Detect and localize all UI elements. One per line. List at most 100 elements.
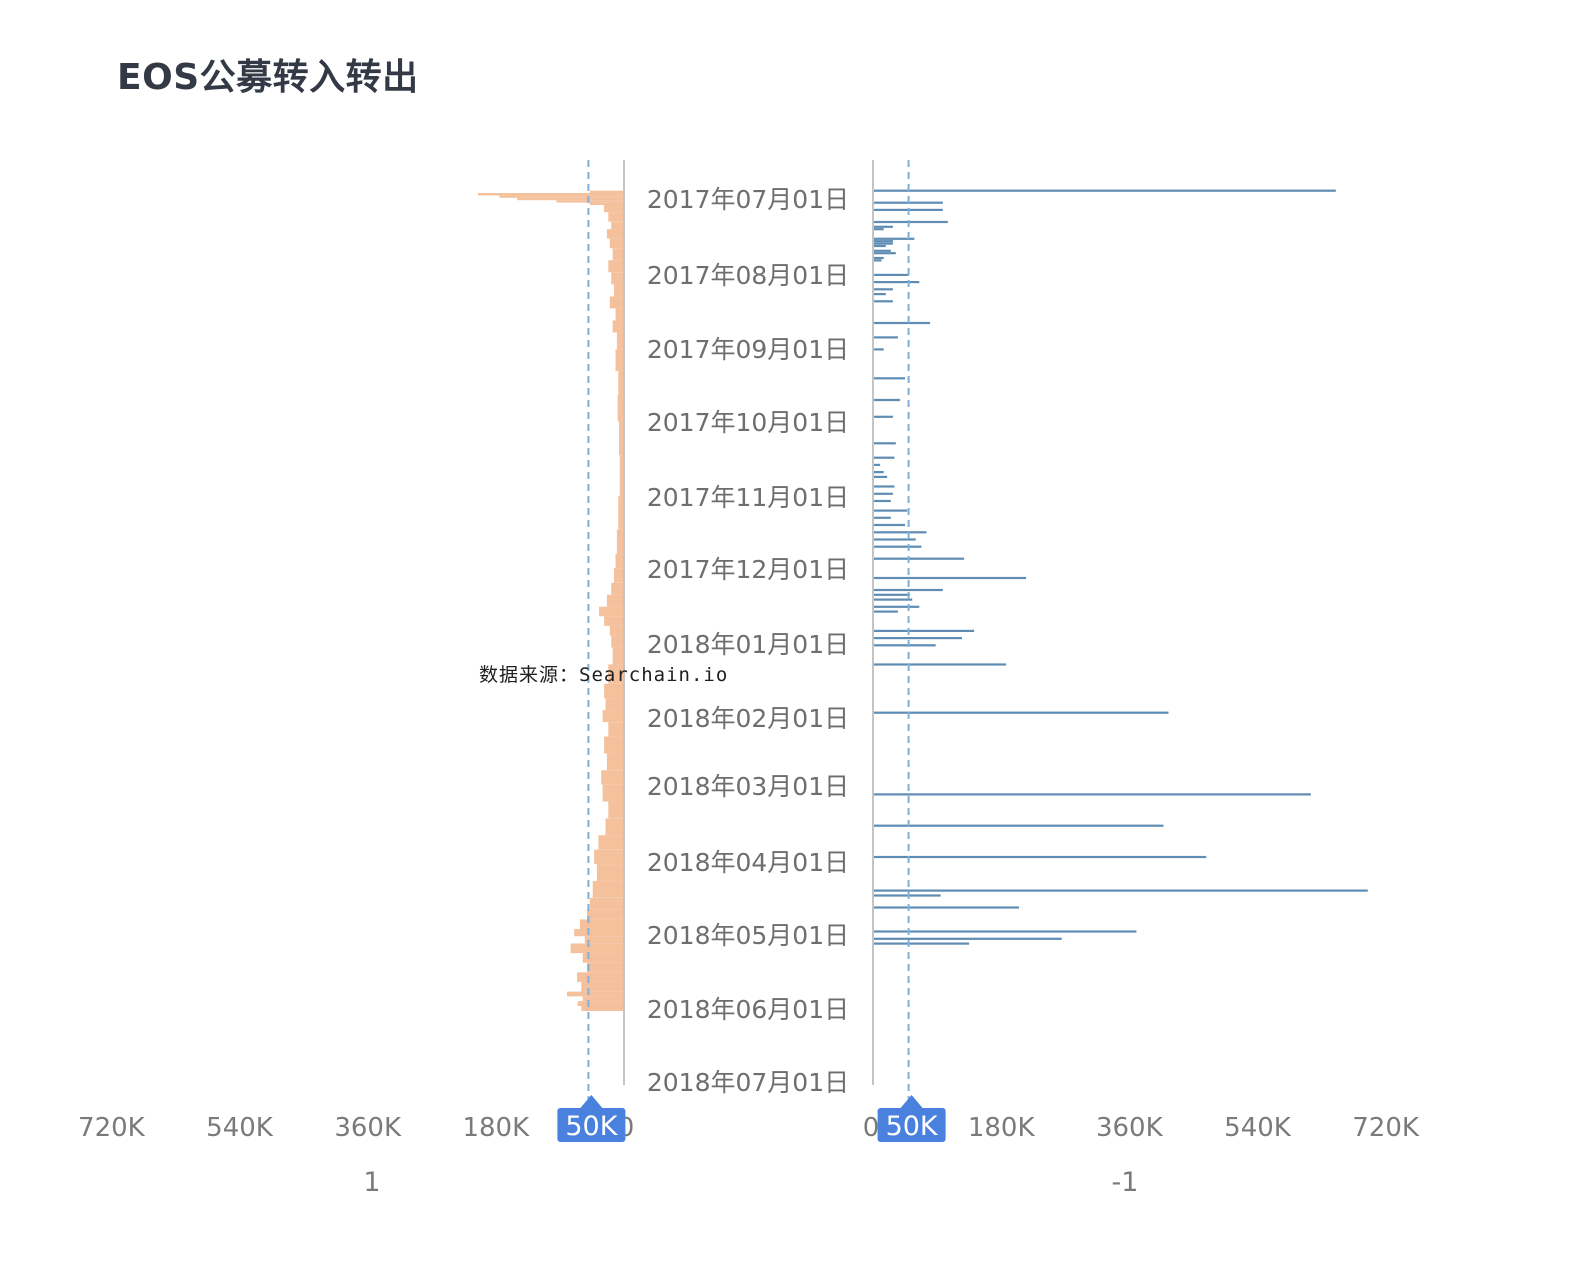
left-bar <box>605 698 624 711</box>
x-tick-label: 360K <box>334 1113 402 1143</box>
left-bar <box>598 835 624 850</box>
date-tick-label: 2018年03月01日 <box>647 772 849 801</box>
right-bar <box>873 509 908 512</box>
left-marker-handle[interactable]: 50K <box>557 1095 626 1142</box>
right-bar <box>873 252 896 255</box>
right-bar <box>873 644 936 647</box>
right-bar <box>873 485 895 488</box>
left-bar <box>604 205 624 213</box>
left-bar <box>612 248 624 261</box>
right-bar <box>873 629 975 632</box>
left-bar <box>611 272 624 285</box>
right-bar <box>873 288 893 291</box>
right-bar <box>873 588 943 592</box>
right-bar <box>873 531 927 534</box>
date-tick-label: 2017年10月01日 <box>647 408 849 437</box>
left-bar <box>602 784 624 802</box>
left-bar <box>615 308 624 321</box>
left-bar <box>608 722 624 737</box>
date-tick-label: 2017年12月01日 <box>647 555 849 584</box>
x-tick-label: 0 <box>863 1113 880 1143</box>
left-bar <box>606 753 624 771</box>
left-bar <box>594 849 624 865</box>
right-bar <box>873 242 893 245</box>
right-bar <box>873 244 886 248</box>
x-tick-label: 540K <box>1224 1113 1292 1143</box>
x-tick-label: 540K <box>206 1113 274 1143</box>
right-bar <box>873 889 1368 892</box>
right-bar <box>873 300 893 303</box>
right-bar <box>873 336 898 339</box>
right-bar <box>873 598 913 601</box>
right-bar <box>873 538 916 541</box>
right-bar <box>873 471 884 474</box>
left-bar <box>599 606 624 617</box>
right-bar <box>873 240 893 243</box>
date-tick-label: 2018年04月01日 <box>647 848 849 877</box>
date-tick-label: 2017年11月01日 <box>647 483 849 512</box>
right-x-tick-labels: 0 180K 360K 540K 720K <box>863 1113 1420 1143</box>
date-tick-label: 2018年06月01日 <box>647 995 849 1024</box>
left-bar <box>604 616 624 626</box>
left-bar <box>609 296 624 309</box>
right-bar <box>873 937 1062 940</box>
right-bar <box>873 463 881 466</box>
left-bar <box>605 818 624 836</box>
date-tick-label: 2018年01月01日 <box>647 630 849 659</box>
right-bar <box>873 228 884 231</box>
left-bar <box>587 962 624 973</box>
right-bar <box>873 824 1164 827</box>
left-bar <box>592 880 624 898</box>
left-bar <box>617 395 624 422</box>
x-tick-label: 720K <box>1352 1113 1420 1143</box>
left-bar <box>616 529 624 554</box>
left-bar <box>581 1006 624 1011</box>
date-tick-label: 2017年09月01日 <box>647 335 849 364</box>
date-tick-labels: 2017年07月01日 2017年08月01日 2017年09月01日 2017年10… <box>647 185 849 1097</box>
left-bar <box>615 349 624 371</box>
right-bar <box>873 855 1207 859</box>
right-bar <box>873 593 910 596</box>
right-bar <box>873 348 884 351</box>
left-bar <box>609 626 624 636</box>
right-bar <box>873 273 909 276</box>
left-bar <box>579 919 624 929</box>
right-marker-handle[interactable]: 50K <box>877 1095 946 1142</box>
right-bar <box>873 281 920 284</box>
left-bar <box>570 943 624 954</box>
left-bar <box>609 238 624 249</box>
left-bar <box>612 320 624 333</box>
left-bar <box>608 212 624 222</box>
right-bar <box>873 942 970 945</box>
right-bar <box>873 711 1169 714</box>
right-bar <box>873 930 1137 933</box>
right-bar <box>873 256 884 260</box>
left-bar <box>604 683 624 699</box>
left-bar <box>601 770 624 785</box>
chart-title: EOS公募转入转出 <box>117 57 419 98</box>
date-tick-label: 2017年07月01日 <box>647 185 849 214</box>
right-bar <box>873 576 1027 580</box>
left-bar <box>611 582 624 595</box>
right-bar <box>873 793 1311 796</box>
left-bar <box>567 991 624 997</box>
date-tick-label: 2018年05月01日 <box>647 921 849 950</box>
left-bar <box>606 229 624 239</box>
marker-label: 50K <box>886 1111 939 1142</box>
left-bar <box>596 864 624 881</box>
left-bar <box>604 736 624 754</box>
left-bar <box>608 664 624 684</box>
x-tick-label: 360K <box>1096 1113 1164 1143</box>
x-tick-label: 180K <box>968 1113 1036 1143</box>
right-bar <box>873 293 886 296</box>
left-bar <box>582 953 624 963</box>
right-x-axis-label: -1 <box>1112 1167 1139 1198</box>
right-bar <box>873 189 1336 192</box>
right-bar <box>873 225 893 228</box>
left-bar <box>574 929 624 937</box>
right-bar <box>873 237 915 240</box>
left-bar <box>589 202 624 205</box>
right-bar <box>873 637 962 640</box>
